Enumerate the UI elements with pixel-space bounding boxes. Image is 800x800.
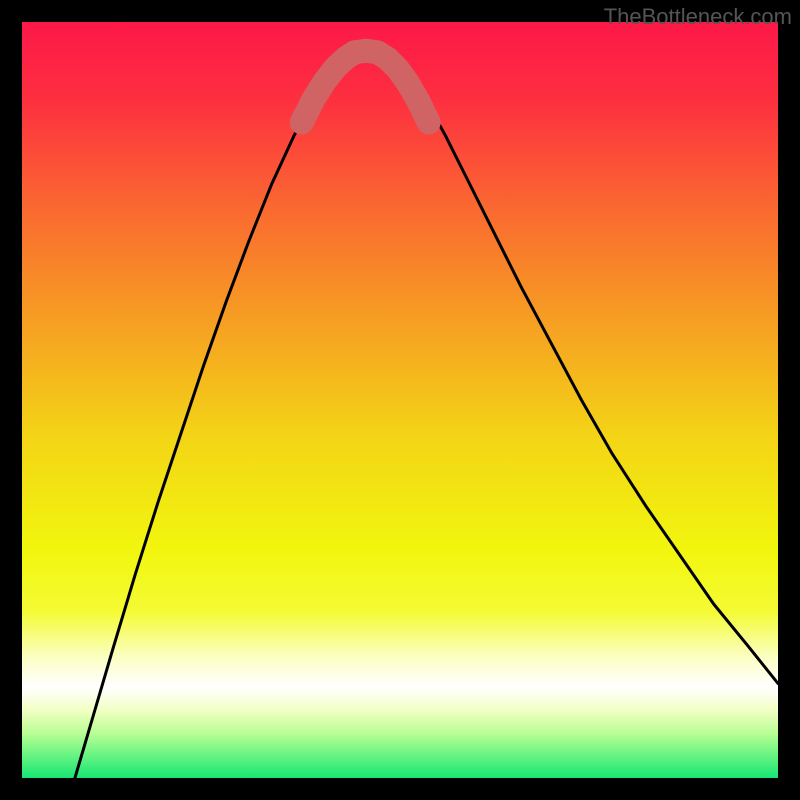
- chart-svg: [22, 22, 778, 778]
- gradient-background: [22, 22, 778, 778]
- outer-frame: TheBottleneck.com: [0, 0, 800, 800]
- plot-area: [22, 22, 778, 778]
- attribution-text: TheBottleneck.com: [604, 4, 792, 30]
